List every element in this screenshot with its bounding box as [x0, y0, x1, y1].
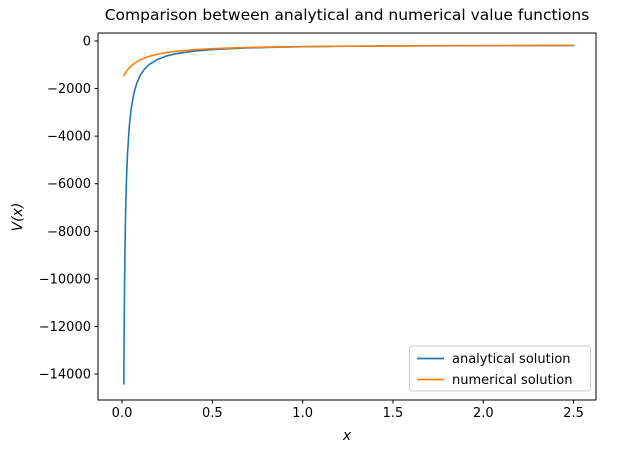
y-tick-label: 0: [83, 34, 91, 49]
legend-frame: [409, 345, 591, 392]
series-lines: [123, 44, 575, 385]
y-tick-label: −2000: [47, 82, 91, 97]
y-tick-label: −8000: [47, 225, 91, 240]
y-tick-label: −10000: [39, 272, 91, 287]
x-tick-label: 1.0: [292, 406, 313, 421]
y-tick-label: −14000: [39, 368, 91, 383]
y-tick-label: −12000: [39, 320, 91, 335]
x-tick-label: 2.5: [563, 406, 584, 421]
x-tick-label: 1.5: [383, 406, 404, 421]
x-tick-label: 0.0: [112, 406, 133, 421]
y-axis-ticks: 0 −2000 −4000 −6000 −8000 −10000 −12000 −14000: [39, 34, 98, 383]
x-tick-label: 0.5: [202, 406, 223, 421]
plot-area-border: [97, 32, 597, 401]
x-axis-ticks: 0.0 0.5 1.0 1.5 2.0 2.5: [112, 400, 584, 421]
legend-label-analytical: analytical solution: [452, 352, 571, 367]
chart-title: Comparison between analytical and numeri…: [105, 6, 590, 24]
series-line-numerical: [123, 44, 575, 77]
legend: analytical solution numerical solution: [409, 345, 591, 392]
legend-label-numerical: numerical solution: [452, 373, 572, 388]
x-axis-label: x: [342, 428, 352, 444]
y-tick-label: −6000: [47, 177, 91, 192]
y-axis-label: V(x): [10, 203, 26, 232]
x-tick-label: 2.0: [473, 406, 494, 421]
y-tick-label: −4000: [47, 130, 91, 145]
